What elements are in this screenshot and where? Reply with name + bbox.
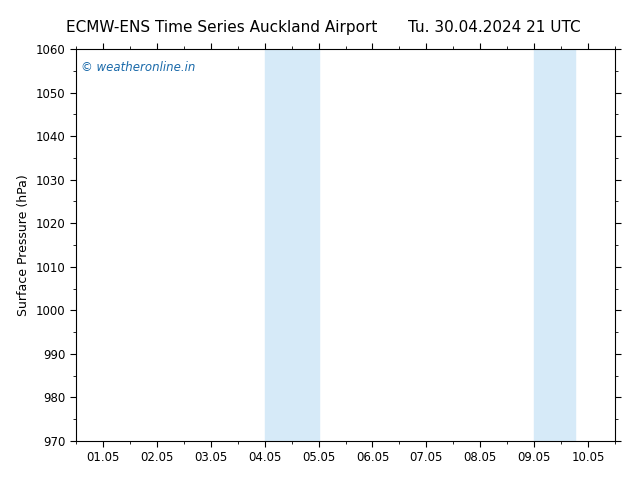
Text: ECMW-ENS Time Series Auckland Airport: ECMW-ENS Time Series Auckland Airport xyxy=(66,20,378,35)
Text: Tu. 30.04.2024 21 UTC: Tu. 30.04.2024 21 UTC xyxy=(408,20,581,35)
Bar xyxy=(265,49,319,441)
Text: © weatheronline.in: © weatheronline.in xyxy=(81,61,196,74)
Y-axis label: Surface Pressure (hPa): Surface Pressure (hPa) xyxy=(17,174,30,316)
Bar xyxy=(534,49,574,441)
